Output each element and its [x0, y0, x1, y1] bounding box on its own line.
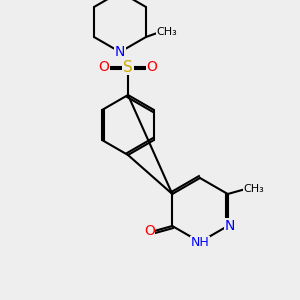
Text: O: O: [147, 60, 158, 74]
Text: N: N: [115, 45, 125, 59]
Text: S: S: [123, 59, 133, 74]
Text: NH: NH: [190, 236, 209, 250]
Text: O: O: [144, 224, 155, 238]
Text: N: N: [224, 219, 235, 233]
Text: CH₃: CH₃: [157, 27, 177, 37]
Text: CH₃: CH₃: [243, 184, 264, 194]
Text: O: O: [99, 60, 110, 74]
